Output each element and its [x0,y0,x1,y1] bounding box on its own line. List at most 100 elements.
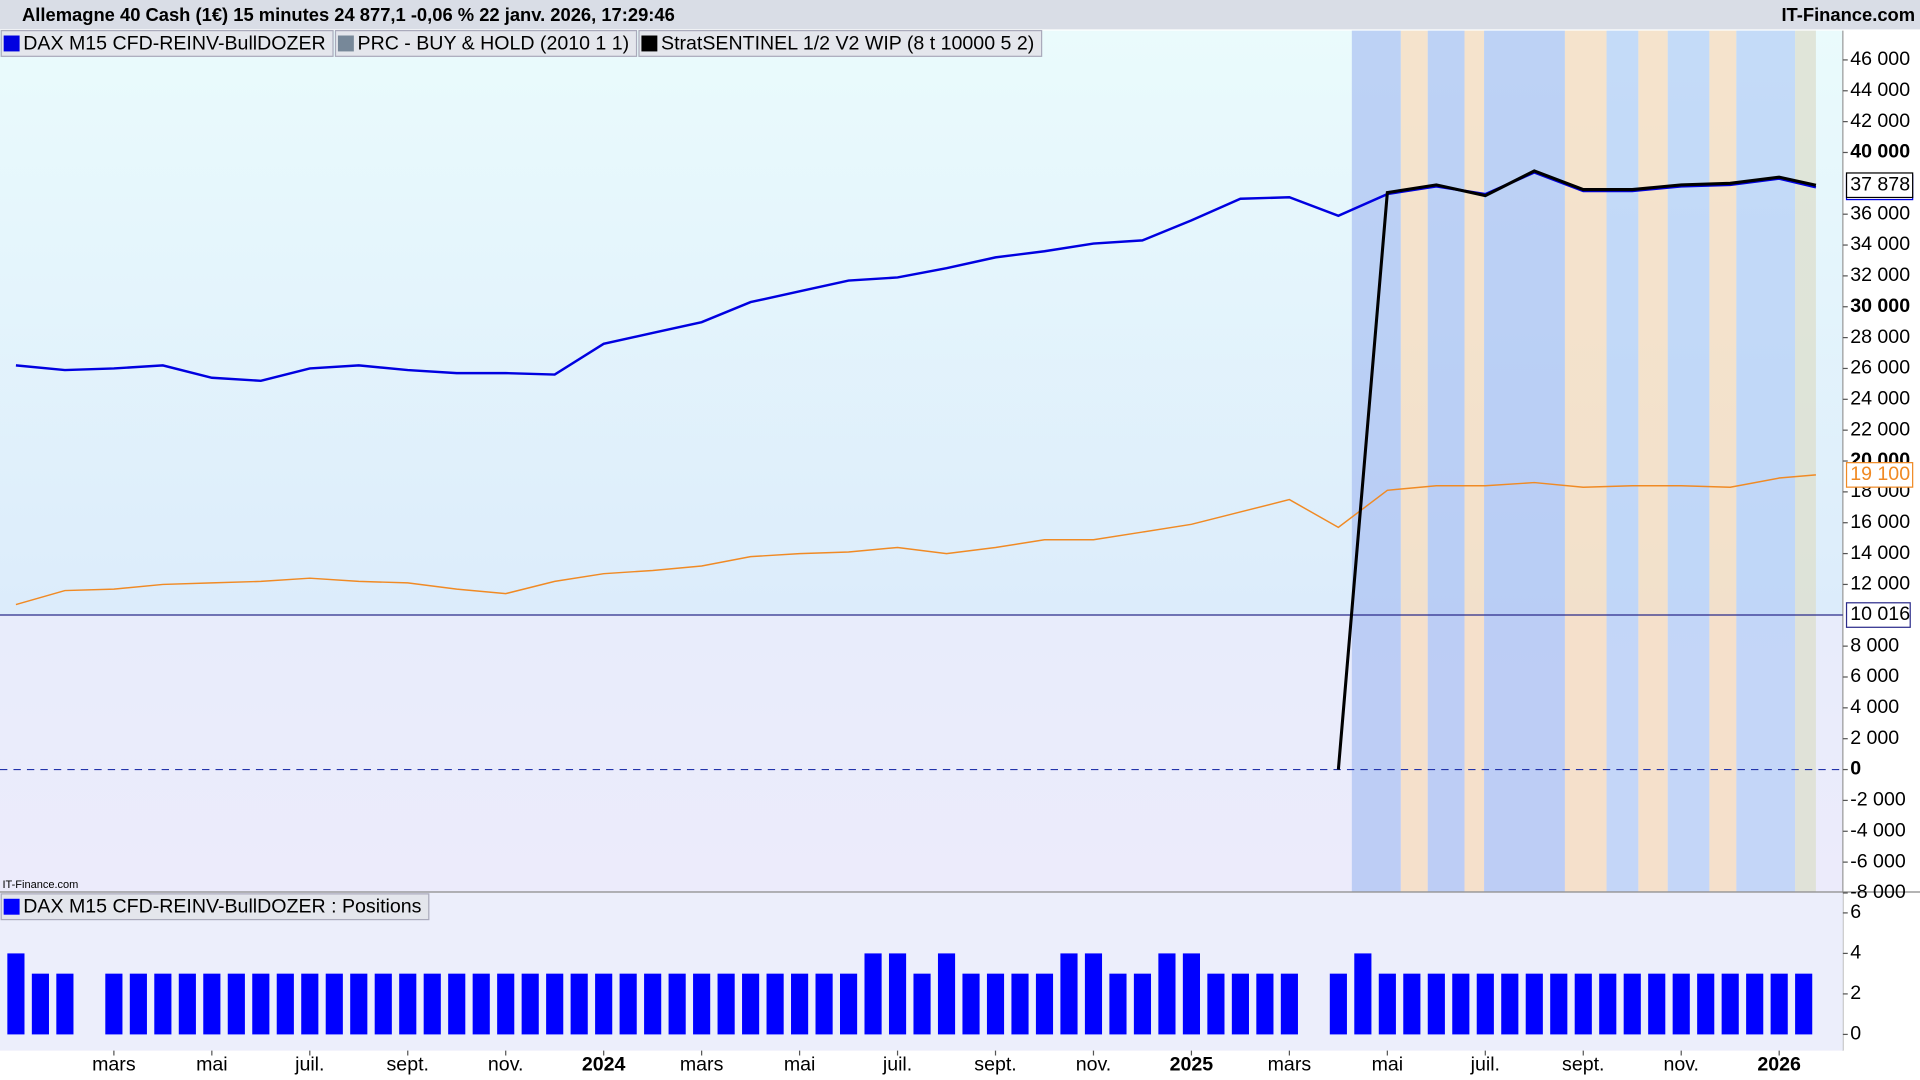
bar [1109,973,1127,1035]
band [1464,30,1485,892]
series-line [1336,169,1817,770]
bar [497,973,515,1035]
bar [521,973,539,1035]
x-tick-label: nov. [488,1053,524,1075]
x-tick-label: mai [1372,1053,1404,1075]
legend-item [334,30,638,57]
x-tick-label: 2026 [1757,1053,1801,1075]
x-tick-label: juil. [294,1053,324,1075]
bar [1452,973,1470,1035]
x-tick-label: nov. [1076,1053,1112,1075]
bar [252,973,270,1035]
bar [1427,973,1445,1035]
bar [178,973,196,1035]
bar [276,973,294,1035]
bar [1378,973,1396,1035]
x-tick-label: sept. [1562,1053,1604,1075]
y-tick-label: 0 [1850,758,1861,780]
bar [668,973,686,1035]
bar [1525,973,1543,1035]
y-tick-label: 44 000 [1850,79,1910,101]
bar [423,973,441,1035]
band [1667,30,1710,892]
band [1709,30,1737,892]
band [1351,30,1401,892]
bar [7,953,25,1035]
series-line [15,474,1816,606]
band [1606,30,1639,892]
bar [1599,973,1617,1035]
bar [1623,973,1641,1035]
y-tick-label: 4 000 [1850,696,1899,718]
legend-label: StratSENTINEL 1/2 V2 WIP (8 t 10000 5 2) [661,32,1034,54]
bar [1011,973,1029,1035]
bar [1280,973,1298,1035]
legend-item [638,30,1043,57]
y-tick-label: -2 000 [1850,789,1906,811]
y-tick-label: 6 [1850,901,1861,923]
x-tick-label: mars [92,1053,136,1075]
bar [1795,973,1813,1035]
band [1564,30,1607,892]
y-tick-label: 24 000 [1850,387,1910,409]
x-tick-label: mai [784,1053,816,1075]
legend-label: PRC - BUY & HOLD (2010 1 1) [358,32,630,54]
bar [301,973,319,1035]
value-label-box [1845,602,1911,628]
bar [1672,973,1690,1035]
x-tick-label: sept. [387,1053,429,1075]
band [1638,30,1668,892]
bar [1035,973,1054,1035]
y-tick-label: 8 000 [1850,634,1899,656]
bar [1084,953,1103,1035]
bar [546,973,564,1035]
regime-bands [1351,30,1816,892]
bar [986,973,1005,1035]
bar [350,973,368,1035]
bar [1574,973,1592,1035]
bar [1354,953,1372,1035]
band [1795,30,1816,892]
y-tick-label: 46 000 [1850,48,1910,70]
y-tick-label: 0 [1850,1023,1861,1045]
legend-swatch [3,35,20,52]
x-tick-label: mai [196,1053,228,1075]
y-tick-label: 30 000 [1850,295,1910,317]
bar [1550,973,1568,1035]
x-tick-label: mars [680,1053,724,1075]
legend-swatch [3,898,20,915]
bar [570,973,588,1035]
bar [472,973,490,1035]
bar [644,973,662,1035]
bar [1158,953,1176,1035]
legend-item [0,30,334,57]
bar [399,973,417,1035]
bar [1403,973,1421,1035]
bar [227,973,245,1035]
band [1400,30,1428,892]
y-tick-label: 16 000 [1850,511,1910,533]
y-tick-label: 36 000 [1850,202,1910,224]
y-tick-label: 2 000 [1850,727,1899,749]
bar [154,973,172,1035]
y-tick-label: 14 000 [1850,542,1910,564]
bar [1060,953,1078,1035]
legend-label: DAX M15 CFD-REINV-BullDOZER : Positions [23,896,421,918]
bar [1476,973,1494,1035]
header-bar [0,0,1920,30]
y-tick-label: 26 000 [1850,357,1910,379]
bar [693,973,711,1035]
y-tick-label: -6 000 [1850,850,1906,872]
bar [1770,973,1788,1035]
bar [888,953,907,1035]
bar [742,973,760,1035]
x-tick-label: juil. [882,1053,912,1075]
watermark: IT-Finance.com [2,879,78,891]
value-label-box [1845,462,1914,488]
bar [1133,973,1152,1035]
legend-item [0,893,430,921]
y-tick-label: 32 000 [1850,264,1910,286]
bar [840,973,858,1035]
legend-swatch [641,35,658,52]
bar [913,973,931,1035]
